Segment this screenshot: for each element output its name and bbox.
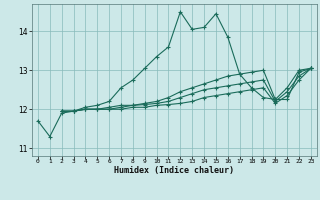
X-axis label: Humidex (Indice chaleur): Humidex (Indice chaleur): [115, 166, 234, 175]
